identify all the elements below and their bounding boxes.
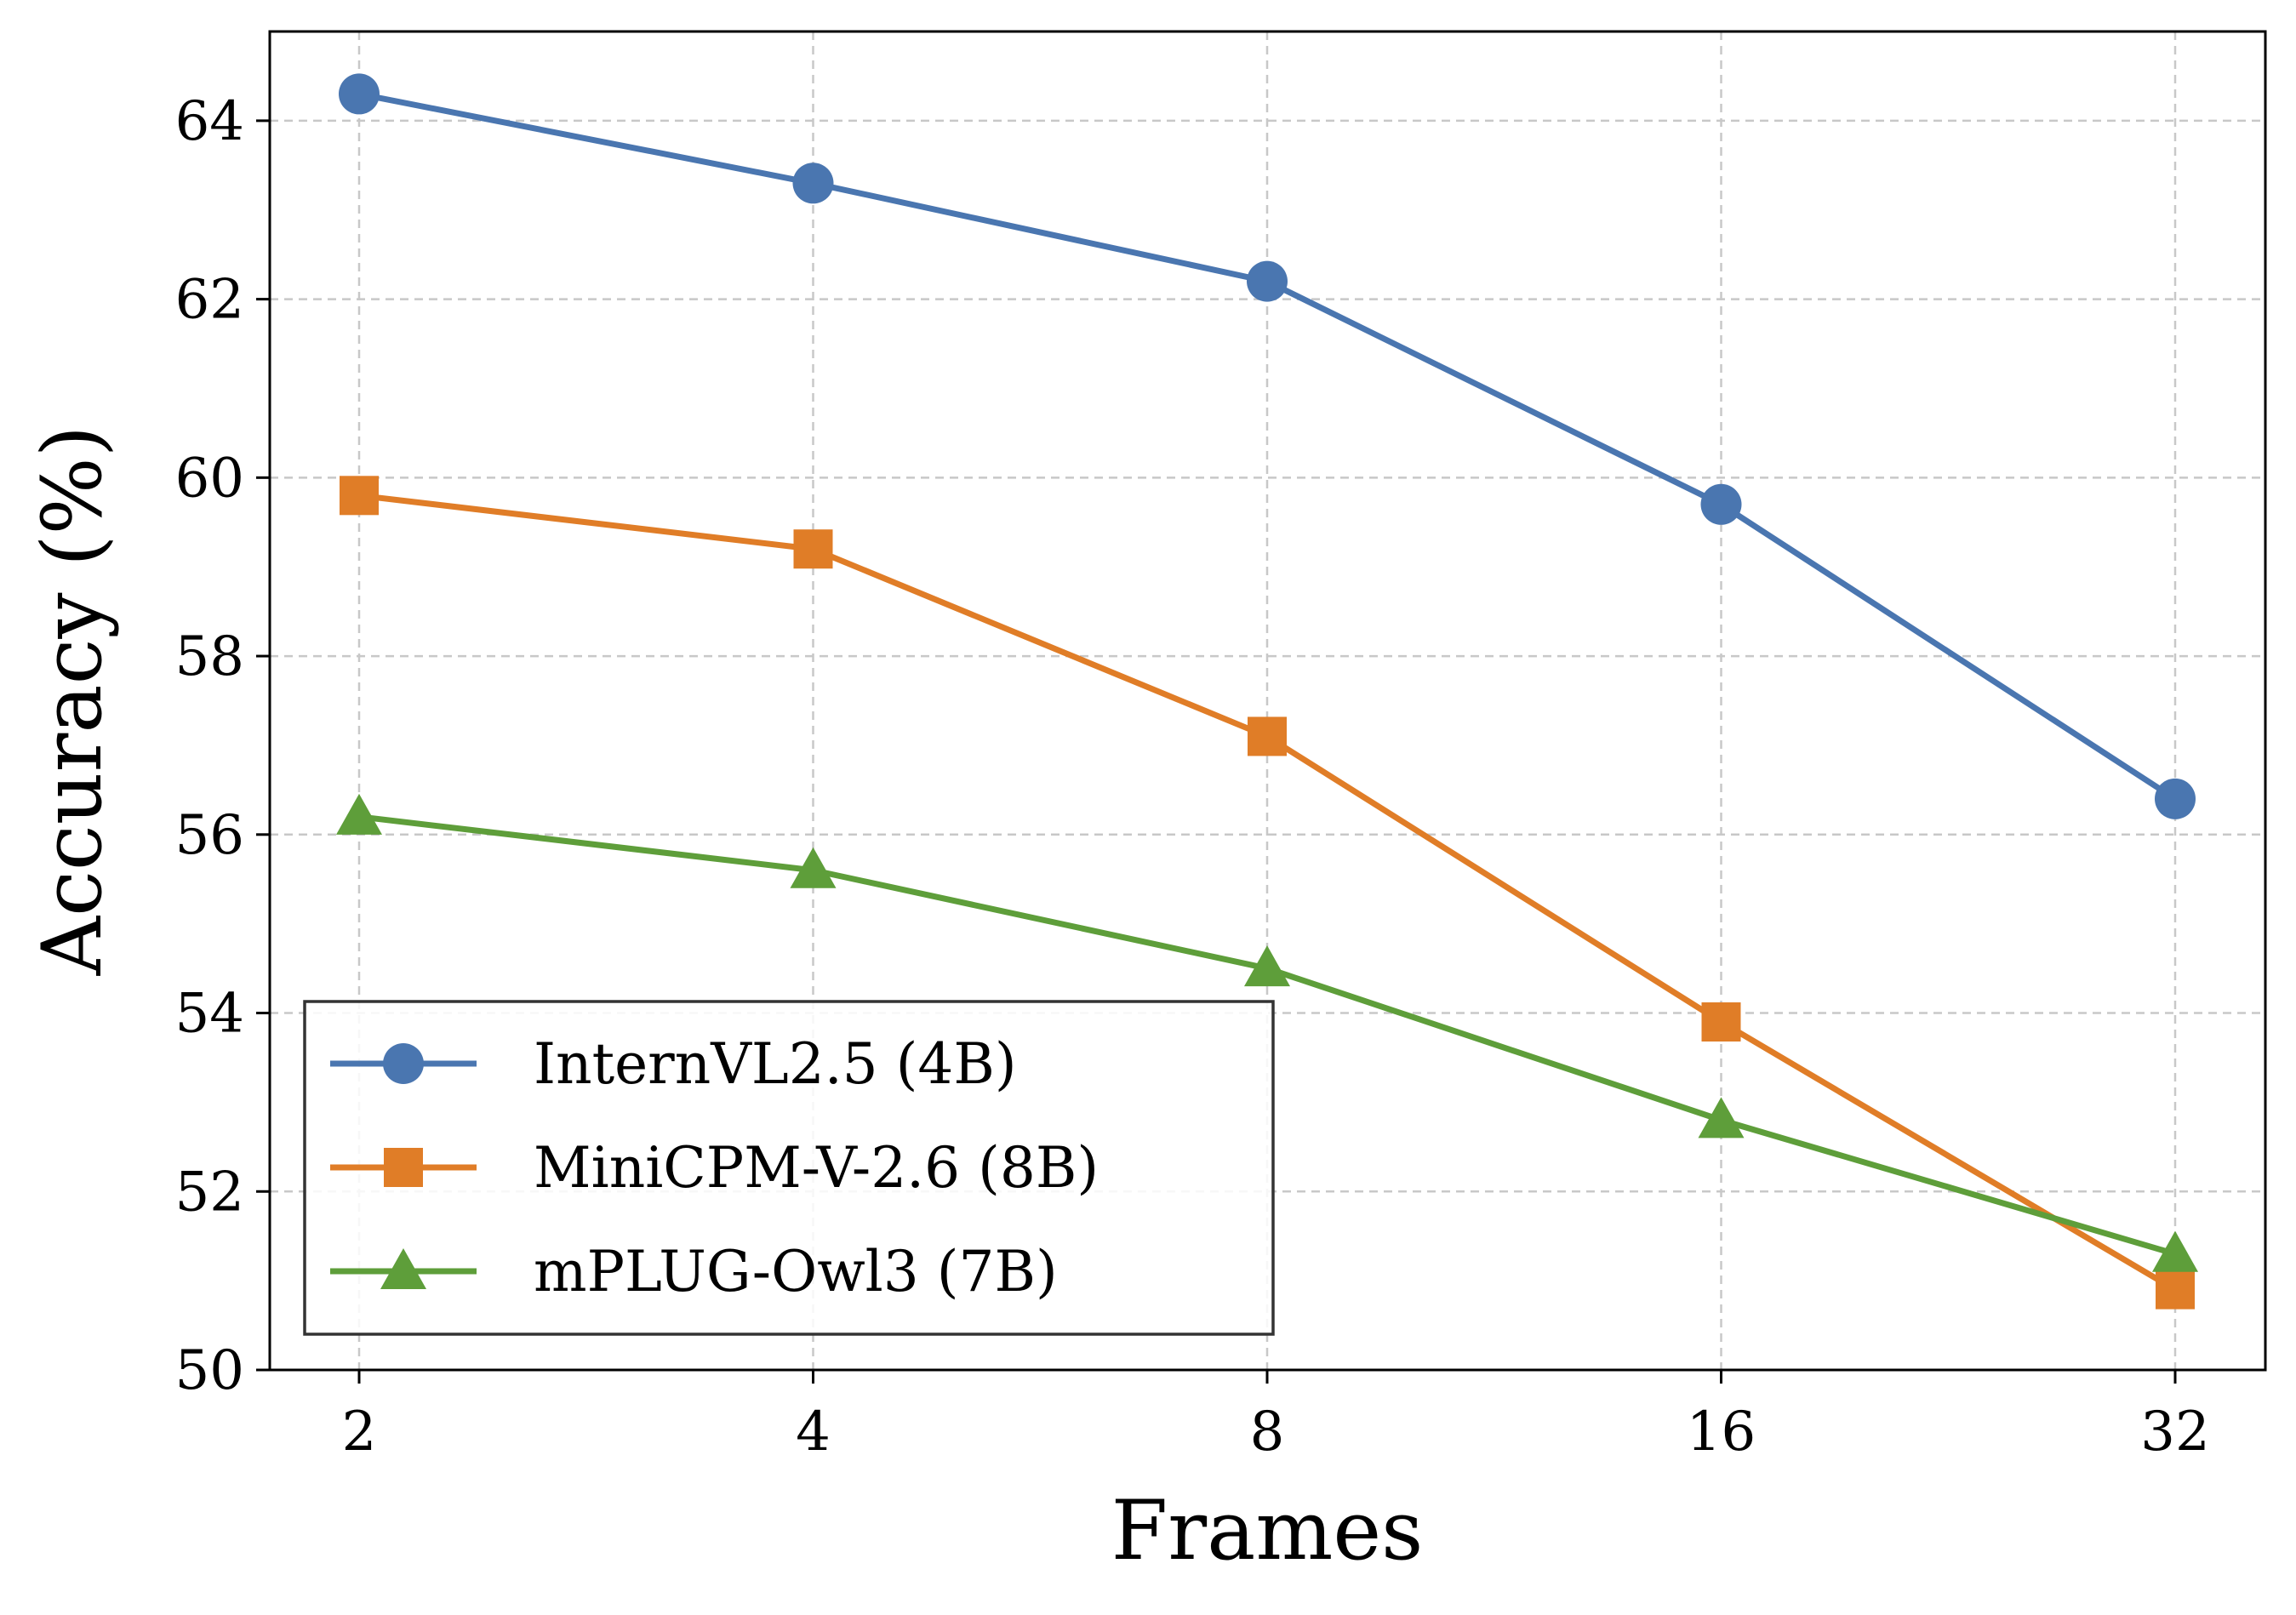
data-point [336, 793, 382, 835]
legend-label: mPLUG-Owl3 (7B) [534, 1239, 1058, 1304]
data-point [792, 163, 834, 204]
y-tick-label: 64 [175, 90, 244, 153]
data-point [340, 476, 379, 516]
x-axis-title: Frames [1111, 1483, 1424, 1578]
x-tick-label: 2 [342, 1401, 377, 1464]
data-point [1247, 260, 1288, 302]
x-tick-label: 8 [1250, 1401, 1285, 1464]
y-tick-label: 58 [175, 625, 244, 688]
legend-marker [384, 1148, 423, 1187]
data-point [1244, 945, 1290, 987]
series-layer [336, 73, 2198, 1310]
y-tick-label: 54 [175, 983, 244, 1046]
y-tick-label: 50 [175, 1339, 244, 1402]
data-point [1700, 483, 1742, 525]
y-axis-ticks: 50 52 54 56 58 60 62 64 [175, 90, 270, 1402]
data-point [2152, 1230, 2198, 1272]
y-tick-label: 62 [175, 269, 244, 332]
x-axis-ticks: 2 4 8 16 32 [342, 1370, 2210, 1464]
data-point [339, 73, 380, 115]
x-tick-label: 32 [2140, 1401, 2209, 1464]
legend-marker [383, 1043, 424, 1084]
series-circle [339, 73, 2196, 819]
data-point [793, 529, 833, 569]
series-square [340, 476, 2195, 1310]
data-point [2155, 778, 2196, 819]
y-tick-label: 52 [175, 1161, 244, 1224]
legend-marker [380, 1248, 426, 1290]
series-triangle [336, 793, 2198, 1272]
data-point [2156, 1270, 2195, 1310]
data-point [1701, 1002, 1741, 1042]
data-point [790, 847, 837, 888]
x-tick-label: 16 [1687, 1401, 1756, 1464]
legend-label: InternVL2.5 (4B) [534, 1031, 1017, 1097]
y-axis-title: Accuracy (%) [25, 425, 120, 976]
legend: InternVL2.5 (4B) MiniCPM-V-2.6 (8B) mPLUG-… [303, 1000, 1275, 1336]
y-tick-label: 56 [175, 804, 244, 867]
series-line [358, 90, 2177, 802]
data-point [1698, 1097, 1745, 1138]
y-tick-label: 60 [175, 447, 244, 510]
legend-label: MiniCPM-V-2.6 (8B) [534, 1135, 1099, 1201]
x-tick-label: 4 [796, 1401, 831, 1464]
data-point [1248, 716, 1287, 756]
